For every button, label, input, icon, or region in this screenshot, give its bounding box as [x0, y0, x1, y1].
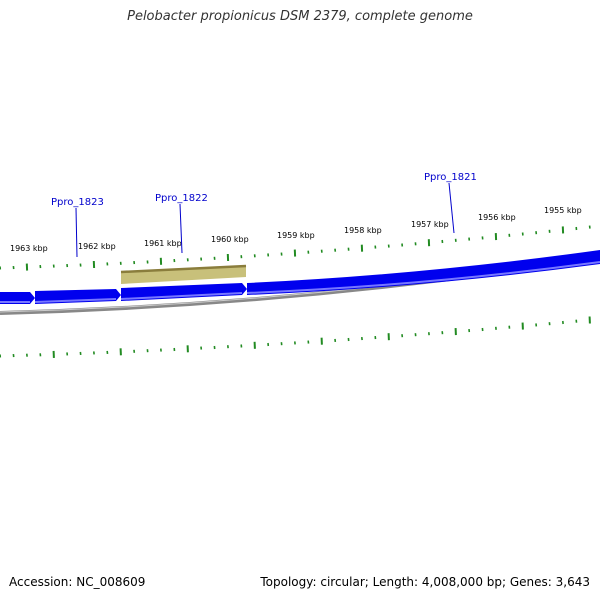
map-title: Pelobacter propionicus DSM 2379, complet…: [127, 9, 473, 24]
scale-label: 1956 kbp: [478, 213, 516, 222]
inner-tick-ring: [0, 316, 591, 358]
scale-label: 1963 kbp: [10, 244, 48, 253]
gene-arrow-ppro-1821[interactable]: [246, 250, 600, 295]
scale-label: 1959 kbp: [277, 231, 315, 240]
scale-label: 1955 kbp: [544, 206, 582, 215]
scale-label: 1960 kbp: [211, 235, 249, 244]
feature-band[interactable]: [120, 264, 247, 284]
gene-label: Ppro_1823: [51, 197, 104, 208]
scale-label: 1962 kbp: [78, 242, 116, 251]
accession-label: Accession: NC_008609: [9, 575, 146, 589]
gene-label-ppro-1823[interactable]: Ppro_1823: [51, 197, 104, 258]
gene-label-ppro-1822[interactable]: Ppro_1822: [155, 193, 208, 254]
gene-arrow-ppro-1822[interactable]: [120, 283, 247, 301]
gene-label-ppro-1821[interactable]: Ppro_1821: [424, 172, 477, 234]
scale-label: 1957 kbp: [411, 220, 449, 229]
scale-labels: 1963 kbp 1962 kbp 1961 kbp 1960 kbp 1959…: [10, 206, 582, 253]
scale-label: 1958 kbp: [344, 226, 382, 235]
scale-label: 1961 kbp: [144, 239, 182, 248]
gene-label: Ppro_1821: [424, 172, 477, 183]
gene-label: Ppro_1822: [155, 193, 208, 204]
gene-arrow-ppro-1823[interactable]: [34, 289, 121, 304]
genome-info-label: Topology: circular; Length: 4,008,000 bp…: [260, 575, 590, 589]
gene-arrow[interactable]: [0, 292, 35, 304]
outer-tick-ring: [0, 225, 591, 271]
